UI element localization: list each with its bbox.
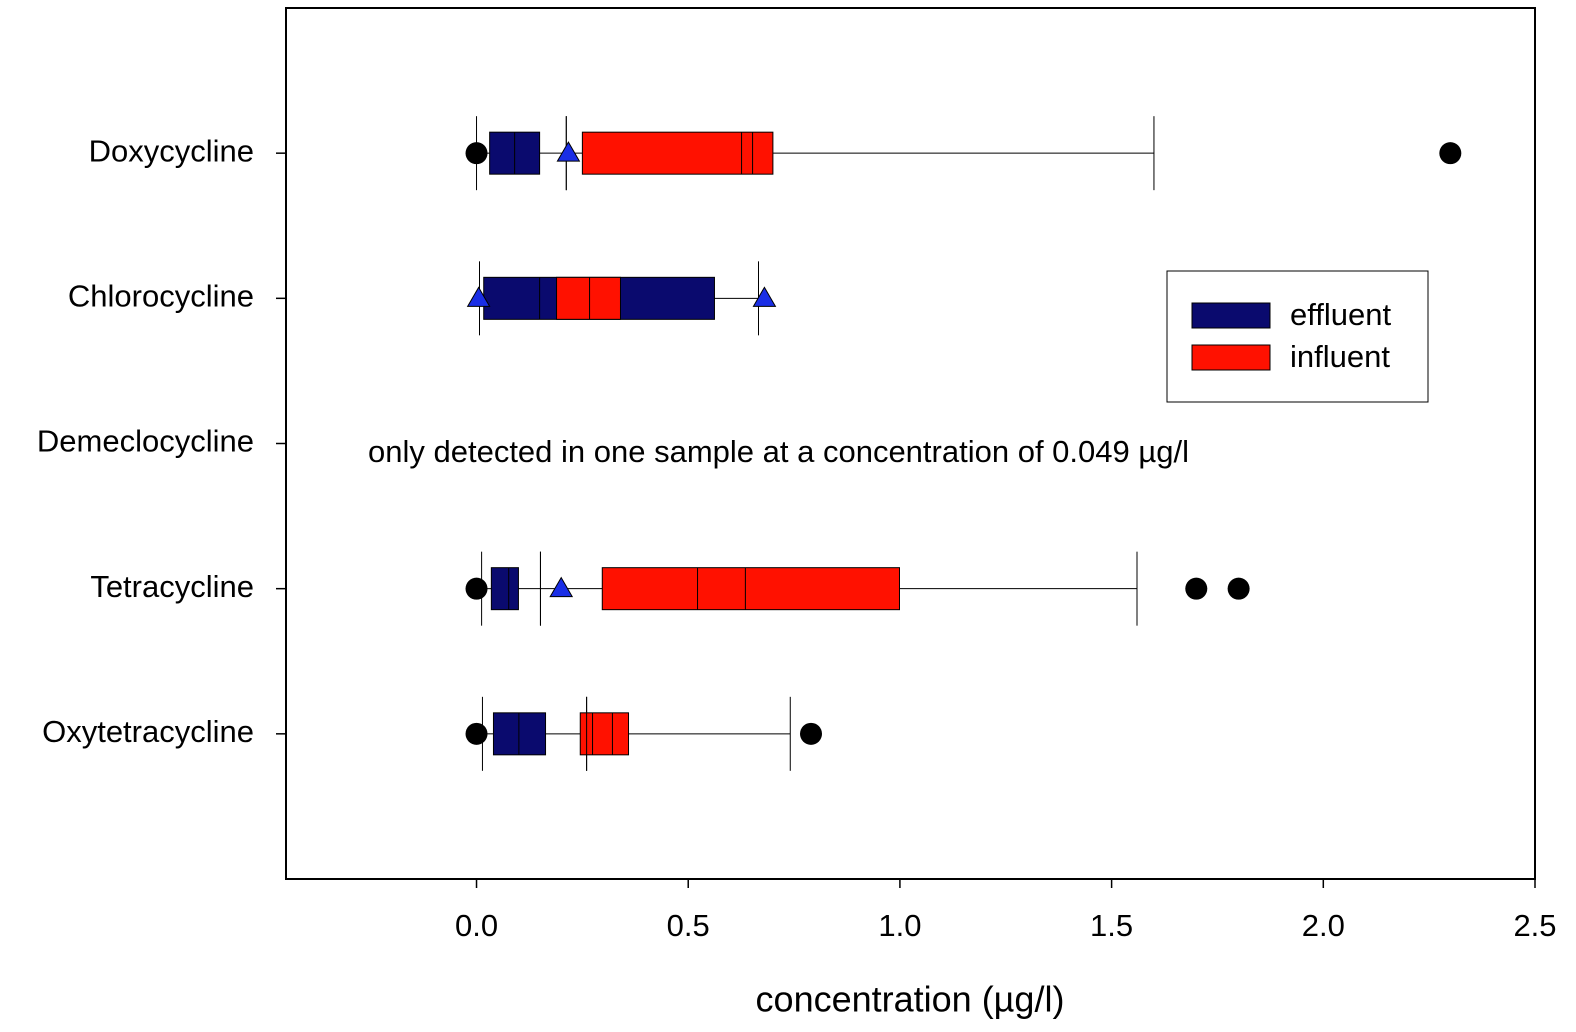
x-axis-title: concentration (µg/l) bbox=[756, 979, 1065, 1020]
outlier bbox=[466, 286, 491, 307]
outlier bbox=[465, 142, 488, 165]
outlier bbox=[800, 722, 823, 745]
legend-swatch bbox=[1191, 344, 1271, 371]
outlier bbox=[549, 576, 574, 598]
outlier bbox=[556, 141, 581, 162]
x-tick-label: 2.0 bbox=[1302, 908, 1345, 943]
outlier bbox=[752, 286, 777, 307]
legend-swatch bbox=[1191, 302, 1271, 329]
legend-label: influent bbox=[1290, 339, 1390, 374]
x-tick-label: 0.0 bbox=[455, 908, 498, 943]
x-tick-label: 2.5 bbox=[1513, 908, 1556, 943]
outlier bbox=[1227, 577, 1250, 600]
y-tick-label: Chlorocycline bbox=[68, 279, 254, 314]
box bbox=[601, 567, 900, 611]
box bbox=[581, 131, 774, 175]
legend-label: effluent bbox=[1290, 297, 1392, 332]
legend-box bbox=[1166, 270, 1429, 403]
x-tick-label: 1.0 bbox=[878, 908, 921, 943]
outlier bbox=[465, 722, 488, 745]
y-tick-label: Tetracycline bbox=[90, 569, 254, 604]
annotation: only detected in one sample at a concent… bbox=[368, 434, 1189, 469]
y-tick-label: Oxytetracycline bbox=[42, 714, 254, 749]
x-tick-label: 0.5 bbox=[667, 908, 710, 943]
box bbox=[556, 276, 621, 320]
y-tick-label: Doxycycline bbox=[89, 133, 254, 168]
outlier bbox=[1439, 142, 1462, 165]
box bbox=[490, 567, 519, 611]
box bbox=[579, 712, 630, 756]
x-tick-label: 1.5 bbox=[1090, 908, 1133, 943]
box bbox=[492, 712, 547, 756]
y-tick-label: Demeclocycline bbox=[37, 424, 254, 459]
outlier bbox=[465, 577, 488, 600]
outlier bbox=[1185, 577, 1208, 600]
